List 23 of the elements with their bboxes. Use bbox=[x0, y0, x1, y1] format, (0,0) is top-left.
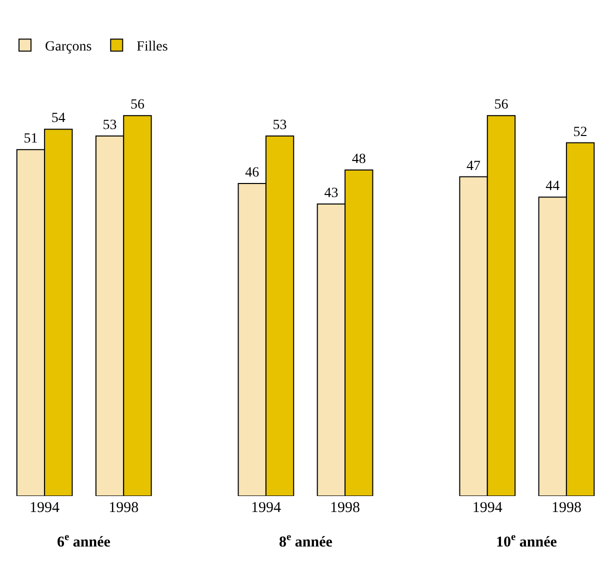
data-label: 46 bbox=[245, 166, 260, 181]
x-tick-label: 1998 bbox=[108, 500, 139, 516]
data-label: 51 bbox=[24, 132, 38, 147]
data-label: 56 bbox=[130, 98, 144, 113]
data-label: 47 bbox=[466, 158, 481, 174]
text: 6$^{e}$ année bbox=[57, 532, 111, 550]
legend-label: Garçons bbox=[45, 40, 92, 55]
data-label: 52 bbox=[573, 124, 588, 140]
text: 8$^{e}$ année bbox=[279, 532, 333, 550]
x-tick-label: 1994 bbox=[250, 500, 282, 516]
data-label: 53 bbox=[272, 118, 287, 134]
legend-label: Filles bbox=[136, 40, 168, 55]
x-tick-label: 1994 bbox=[472, 500, 503, 516]
data-label: 54 bbox=[51, 111, 66, 126]
data-label: 53 bbox=[102, 118, 117, 134]
text: 10$^{e}$ année bbox=[496, 532, 558, 550]
data-label: 48 bbox=[352, 152, 366, 167]
data-label: 56 bbox=[494, 98, 508, 113]
x-tick-label: 1994 bbox=[30, 500, 60, 516]
data-label: 43 bbox=[324, 186, 338, 201]
x-tick-label: 1998 bbox=[330, 500, 360, 516]
data-label: 44 bbox=[546, 179, 560, 194]
x-tick-label: 1998 bbox=[551, 500, 582, 516]
